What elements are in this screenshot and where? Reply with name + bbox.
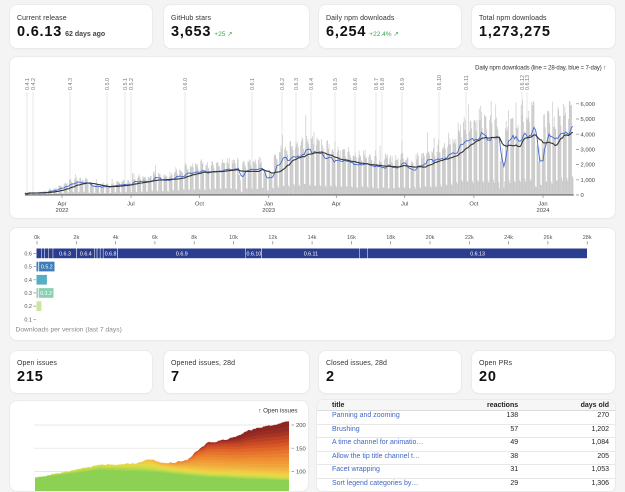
svg-text:150: 150: [296, 447, 306, 453]
svg-text:200: 200: [296, 423, 306, 429]
svg-text:0.6.0: 0.6.0: [183, 78, 189, 90]
svg-text:0.3: 0.3: [24, 290, 32, 296]
svg-text:0.2: 0.2: [24, 304, 32, 310]
svg-text:16k: 16k: [347, 235, 356, 241]
svg-text:Oct: Oct: [469, 202, 478, 208]
svg-text:8k: 8k: [191, 235, 197, 241]
svg-text:↑ Open issues: ↑ Open issues: [258, 408, 297, 415]
svg-text:0.6: 0.6: [24, 251, 32, 257]
svg-text:100: 100: [296, 470, 306, 476]
svg-text:28k: 28k: [583, 235, 592, 241]
svg-text:4,000: 4,000: [581, 132, 596, 138]
svg-text:2,000: 2,000: [581, 163, 596, 169]
svg-text:0.4.2: 0.4.2: [31, 78, 37, 90]
svg-text:0.6.9: 0.6.9: [400, 78, 406, 90]
svg-text:0.4: 0.4: [24, 277, 32, 283]
svg-text:0.6.8: 0.6.8: [380, 78, 386, 90]
svg-text:Apr: Apr: [57, 202, 66, 208]
svg-text:0.6.7: 0.6.7: [374, 78, 380, 90]
svg-text:0.6.3: 0.6.3: [59, 251, 71, 257]
svg-text:0.5.2: 0.5.2: [41, 264, 53, 270]
svg-text:0: 0: [581, 193, 584, 199]
svg-text:Jan: Jan: [264, 202, 273, 208]
svg-text:0.6.1: 0.6.1: [250, 78, 256, 90]
svg-text:0.6.13: 0.6.13: [470, 251, 485, 257]
svg-text:0.6.3: 0.6.3: [294, 78, 300, 90]
svg-text:2024: 2024: [537, 208, 551, 214]
svg-text:18k: 18k: [386, 235, 395, 241]
svg-text:0.6.4: 0.6.4: [309, 78, 315, 90]
svg-text:24k: 24k: [504, 235, 513, 241]
svg-text:0.6.2: 0.6.2: [280, 78, 286, 90]
svg-text:0.6.5: 0.6.5: [333, 78, 339, 90]
svg-text:0.4.1: 0.4.1: [25, 78, 31, 90]
svg-text:0.6.11: 0.6.11: [464, 75, 470, 90]
svg-text:5,000: 5,000: [581, 117, 596, 123]
svg-text:Oct: Oct: [195, 202, 204, 208]
svg-text:Jul: Jul: [127, 202, 134, 208]
svg-text:2k: 2k: [73, 235, 79, 241]
svg-text:0.3.2: 0.3.2: [40, 290, 52, 296]
svg-text:Downloads per version (last 7: Downloads per version (last 7 days): [16, 326, 122, 333]
svg-text:0.6.13: 0.6.13: [525, 75, 531, 90]
svg-text:20k: 20k: [426, 235, 435, 241]
svg-text:Jul: Jul: [401, 202, 408, 208]
svg-text:4k: 4k: [113, 235, 119, 241]
svg-text:0.6.9: 0.6.9: [176, 251, 188, 257]
svg-text:1,000: 1,000: [581, 178, 596, 184]
svg-text:10k: 10k: [229, 235, 238, 241]
svg-text:2023: 2023: [262, 208, 275, 214]
svg-text:6k: 6k: [152, 235, 158, 241]
svg-text:3,000: 3,000: [581, 148, 596, 154]
svg-text:Apr: Apr: [332, 202, 341, 208]
svg-text:0.5: 0.5: [24, 264, 32, 270]
svg-text:0.6.12: 0.6.12: [520, 75, 526, 90]
svg-text:0.5.1: 0.5.1: [123, 78, 129, 90]
svg-text:0k: 0k: [34, 235, 40, 241]
svg-text:Jan: Jan: [538, 202, 547, 208]
svg-text:0.6.8: 0.6.8: [105, 251, 117, 257]
svg-text:26k: 26k: [543, 235, 552, 241]
svg-text:6,000: 6,000: [581, 102, 596, 108]
svg-text:0.6.11: 0.6.11: [304, 251, 318, 257]
svg-text:0.6.4: 0.6.4: [80, 251, 92, 257]
svg-text:22k: 22k: [465, 235, 474, 241]
svg-text:12k: 12k: [268, 235, 277, 241]
svg-text:Daily npm downloads (line = 28: Daily npm downloads (line = 28-day, blue…: [475, 66, 606, 72]
svg-text:0.4.3: 0.4.3: [68, 78, 74, 90]
svg-text:0.1: 0.1: [24, 317, 32, 323]
svg-text:0.5.2: 0.5.2: [129, 78, 135, 90]
svg-text:0.6.6: 0.6.6: [353, 78, 359, 90]
svg-text:0.5.0: 0.5.0: [105, 78, 111, 90]
svg-text:2022: 2022: [56, 208, 69, 214]
svg-text:0.6.10: 0.6.10: [247, 251, 262, 257]
svg-text:14k: 14k: [308, 235, 317, 241]
svg-text:0.6.10: 0.6.10: [437, 75, 443, 90]
